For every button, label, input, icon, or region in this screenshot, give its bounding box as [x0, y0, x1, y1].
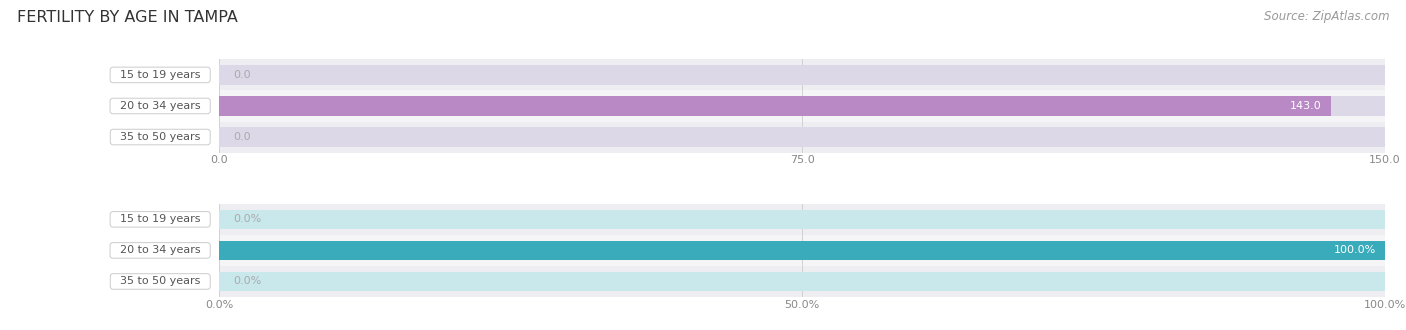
Text: 15 to 19 years: 15 to 19 years — [112, 214, 208, 224]
Bar — [219, 121, 1385, 152]
Bar — [219, 204, 1385, 235]
Bar — [219, 210, 1385, 229]
Bar — [219, 266, 1385, 297]
Bar — [219, 127, 1385, 147]
Text: FERTILITY BY AGE IN TAMPA: FERTILITY BY AGE IN TAMPA — [17, 10, 238, 25]
Text: 20 to 34 years: 20 to 34 years — [112, 101, 208, 111]
Bar — [219, 59, 1385, 90]
Bar — [219, 65, 1385, 84]
Text: 35 to 50 years: 35 to 50 years — [112, 277, 208, 286]
Bar — [219, 241, 1385, 260]
Bar — [219, 241, 1385, 260]
Text: 143.0: 143.0 — [1289, 101, 1322, 111]
Text: 0.0%: 0.0% — [233, 214, 262, 224]
Bar — [219, 96, 1385, 116]
Text: 15 to 19 years: 15 to 19 years — [112, 70, 208, 80]
Text: 20 to 34 years: 20 to 34 years — [112, 246, 208, 255]
Bar — [219, 96, 1330, 116]
Text: 0.0: 0.0 — [233, 70, 250, 80]
Text: 0.0: 0.0 — [233, 132, 250, 142]
Text: 100.0%: 100.0% — [1333, 246, 1375, 255]
Bar — [219, 90, 1385, 121]
Bar — [219, 272, 1385, 291]
Text: 0.0%: 0.0% — [233, 277, 262, 286]
Text: 35 to 50 years: 35 to 50 years — [112, 132, 208, 142]
Bar — [219, 235, 1385, 266]
Text: Source: ZipAtlas.com: Source: ZipAtlas.com — [1264, 10, 1389, 23]
